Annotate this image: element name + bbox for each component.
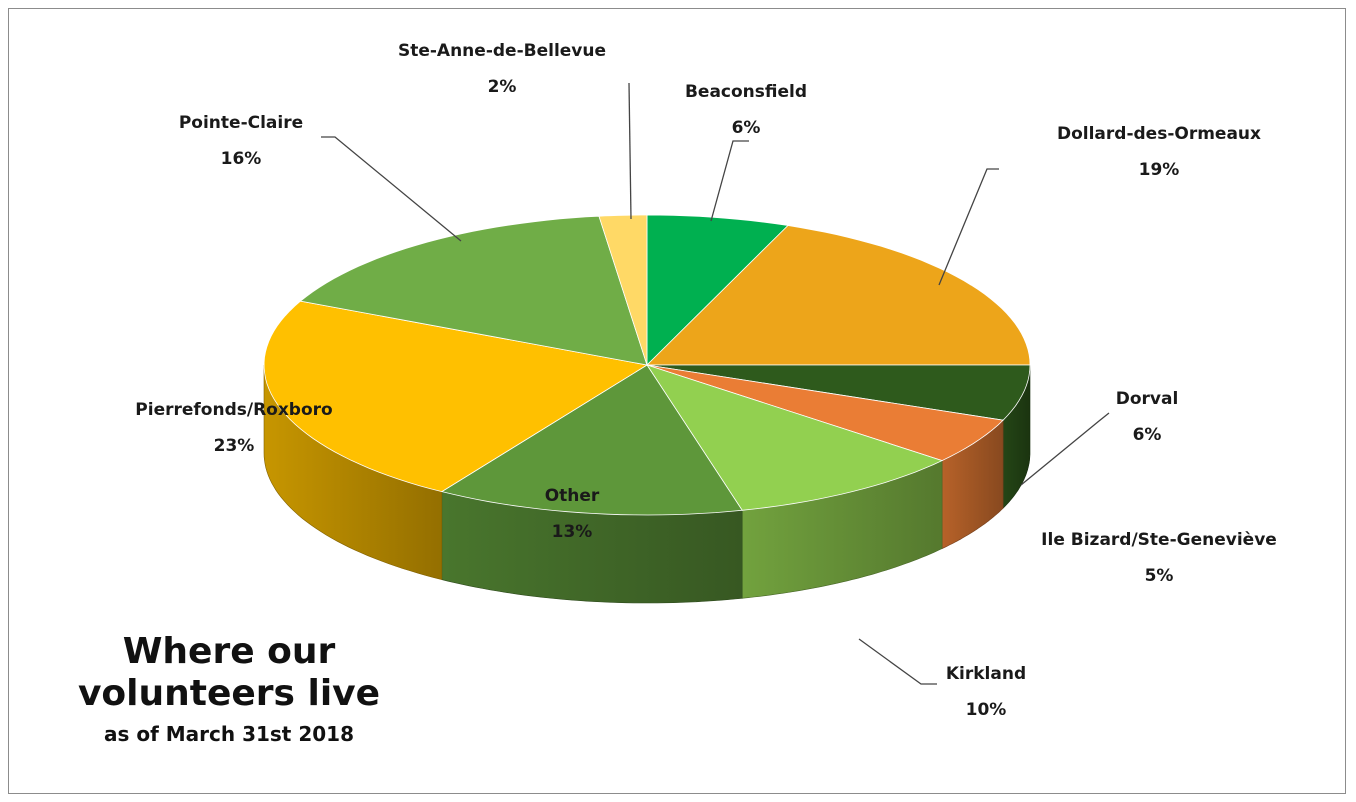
slice-label-ile-bizard-ste-genevi-ve: Ile Bizard/Ste-Geneviève: [1041, 530, 1277, 550]
leader-line-dorval: [1020, 412, 1110, 486]
slice-pierrefonds-roxboro: [263, 300, 649, 493]
slice-label-kirkland: Kirkland: [946, 664, 1026, 684]
pie-side-walls: [263, 364, 1031, 604]
slice-value-label-ile-bizard-ste-genevi-ve: 5%: [1145, 566, 1174, 586]
slice-labels: Beaconsfield 6% Dollard-des-Ormeaux 19% Dorv…: [135, 41, 1277, 720]
slice-label-dollard-des-ormeaux: Dollard-des-Ormeaux: [1057, 124, 1261, 144]
chart-subtitle: as of March 31st 2018: [103, 722, 354, 746]
slice-other: [440, 364, 743, 516]
chart-title-block: Where our volunteers live as of March 31…: [69, 631, 389, 749]
slice-value-label-dollard-des-ormeaux: 19%: [1139, 160, 1180, 180]
slice-ile-bizard-ste-genevi-ve: [646, 364, 1004, 462]
slice-label-dorval: Dorval: [1116, 389, 1179, 409]
slice-label-beaconsfield: Beaconsfield: [685, 82, 807, 102]
chart-frame: Beaconsfield 6% Dollard-des-Ormeaux 19% Dorv…: [8, 8, 1346, 794]
slice-label-ste-anne-de-bellevue: Ste-Anne-de-Bellevue: [398, 41, 606, 61]
slice-value-label-other: 13%: [552, 522, 593, 542]
leader-line-pointe-claire: [321, 136, 462, 242]
slice-label-other: Other: [545, 486, 600, 506]
slice-value-label-ste-anne-de-bellevue: 2%: [488, 77, 517, 97]
slice-dorval: [646, 364, 1031, 421]
slice-label-pierrefonds-roxboro: Pierrefonds/Roxboro: [135, 400, 332, 420]
leader-line-beaconsfield: [710, 140, 749, 222]
slice-label-pointe-claire: Pointe-Claire: [179, 113, 303, 133]
pie-top-faces: [263, 214, 1031, 516]
slice-pointe-claire: [299, 215, 648, 366]
chart-title-line-2: volunteers live: [77, 673, 381, 714]
pie-chart: Beaconsfield 6% Dollard-des-Ormeaux 19% Dorv…: [135, 41, 1277, 720]
slice-beaconsfield: [646, 214, 789, 366]
slice-value-label-beaconsfield: 6%: [732, 118, 761, 138]
leader-lines: [321, 82, 1110, 685]
slice-ste-anne-de-bellevue: [598, 214, 648, 366]
slice-value-label-kirkland: 10%: [966, 700, 1007, 720]
leader-line-ste-anne-de-bellevue: [628, 82, 632, 220]
leader-line-dollard-des-ormeaux: [938, 168, 999, 286]
slice-dollard-des-ormeaux: [646, 225, 1031, 366]
slice-kirkland: [646, 364, 944, 511]
leader-line-kirkland: [858, 638, 937, 685]
slice-value-label-pierrefonds-roxboro: 23%: [214, 436, 255, 456]
slice-value-label-dorval: 6%: [1133, 425, 1162, 445]
slice-value-label-pointe-claire: 16%: [221, 149, 262, 169]
chart-title-line-1: Where our: [122, 631, 336, 672]
